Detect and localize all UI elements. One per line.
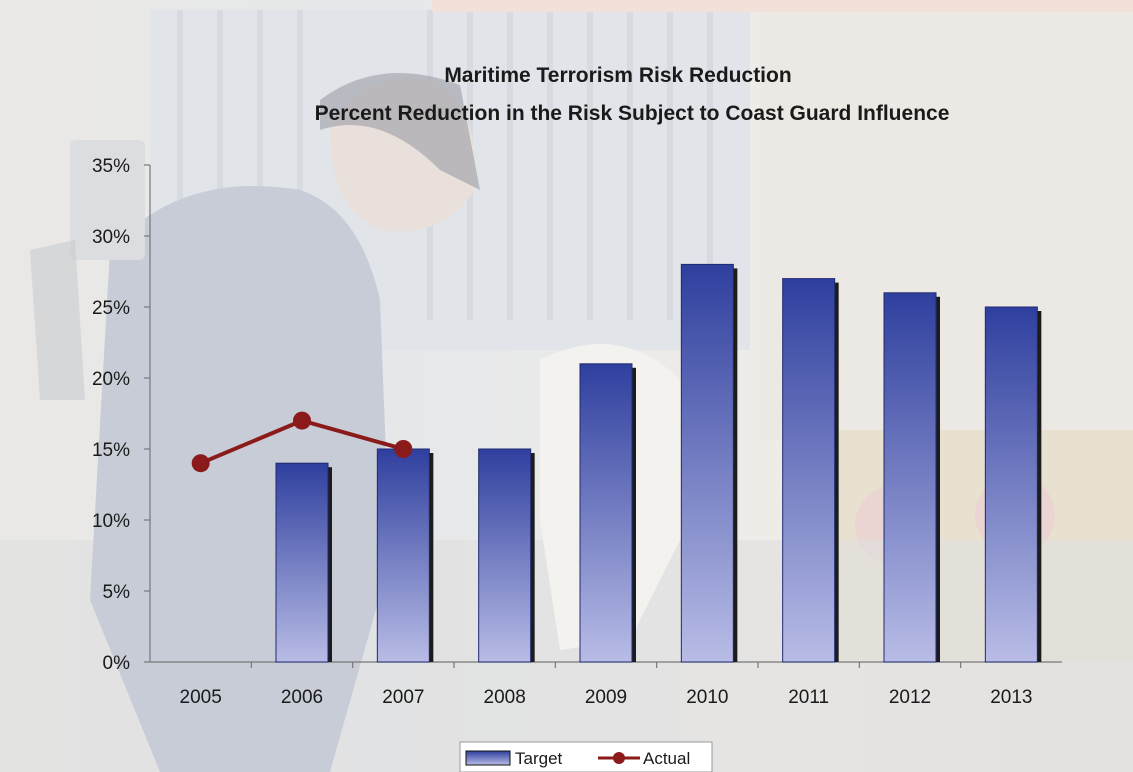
x-tick-label: 2008: [484, 687, 526, 708]
chart-title: Maritime Terrorism Risk Reduction: [444, 64, 791, 87]
legend: Target Actual: [459, 741, 713, 772]
x-tick-label: 2007: [382, 687, 424, 708]
target-bar: [579, 363, 633, 663]
x-tick-label: 2011: [788, 687, 829, 708]
y-tick-label: 0%: [103, 653, 131, 674]
actual-point: [394, 440, 413, 458]
target-bars: [275, 263, 1042, 663]
target-bar: [984, 306, 1038, 663]
actual-point: [293, 411, 311, 430]
y-tick-label: 30%: [92, 227, 130, 248]
y-tick-label: 15%: [92, 440, 130, 461]
actual-point: [191, 454, 210, 473]
x-tick-label: 2012: [889, 687, 931, 708]
y-ticks: 0% 5% 10% 15% 20% 25% 30% 35%: [92, 156, 150, 674]
x-tick-label: 2009: [585, 687, 627, 708]
target-bar: [782, 278, 836, 663]
target-bar: [376, 448, 430, 663]
legend-actual-marker: [613, 752, 625, 764]
legend-target-swatch: [465, 750, 511, 766]
actual-line-series: [191, 411, 413, 473]
x-tick-labels: 2005 2006 2007 2008 2009 2010 2011 2012 2013: [180, 662, 1032, 708]
y-tick-label: 20%: [92, 369, 130, 390]
target-bar: [883, 292, 937, 663]
x-tick-label: 2013: [990, 687, 1032, 708]
y-tick-label: 25%: [92, 298, 130, 319]
legend-actual-label: Actual: [643, 749, 690, 768]
x-tick-label: 2006: [281, 687, 323, 708]
chart-subtitle: Percent Reduction in the Risk Subject to…: [315, 102, 950, 125]
y-tick-label: 35%: [92, 156, 130, 177]
legend-target-label: Target: [515, 749, 563, 768]
y-tick-label: 5%: [103, 582, 131, 603]
y-tick-label: 10%: [92, 511, 130, 532]
target-bar: [478, 448, 532, 663]
x-tick-label: 2010: [686, 687, 728, 708]
x-tick-label: 2005: [180, 687, 222, 708]
target-bar: [680, 263, 734, 663]
target-bar: [275, 462, 329, 663]
